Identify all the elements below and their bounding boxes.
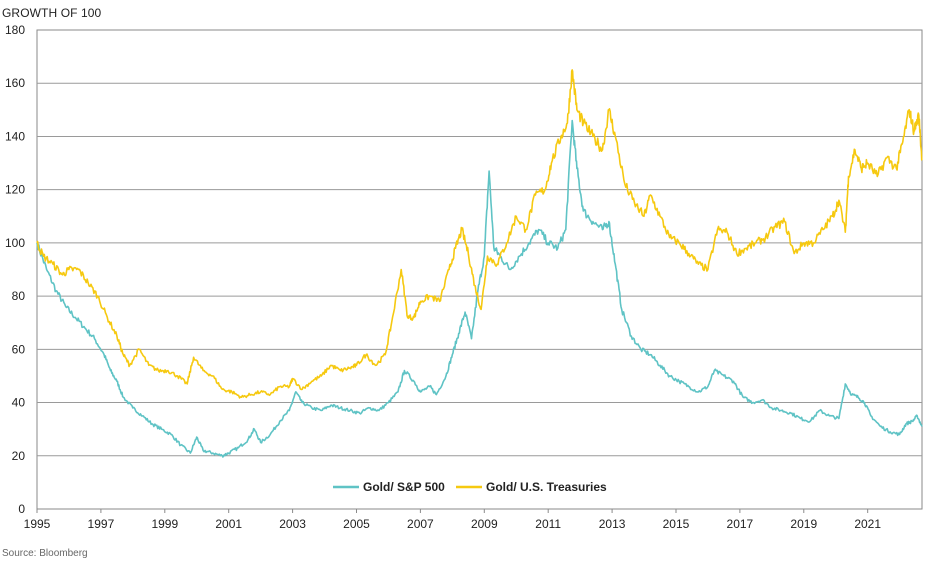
y-tick-label: 160 xyxy=(5,76,25,90)
x-tick-label: 2013 xyxy=(599,517,626,531)
x-tick-label: 1995 xyxy=(24,517,51,531)
legend-label: Gold/ S&P 500 xyxy=(363,480,445,494)
x-tick-label: 2007 xyxy=(407,517,434,531)
x-tick-label: 1997 xyxy=(88,517,115,531)
legend: Gold/ S&P 500 Gold/ U.S. Treasuries xyxy=(333,480,607,494)
x-tick-label: 2003 xyxy=(279,517,306,531)
y-tick-labels: 0 20 40 60 80 100 120 140 160 180 xyxy=(5,23,25,516)
x-tick-label: 2001 xyxy=(215,517,242,531)
y-tick-label: 140 xyxy=(5,129,25,143)
y-tick-label: 180 xyxy=(5,23,25,37)
y-tick-label: 20 xyxy=(12,449,26,463)
y-tick-label: 0 xyxy=(18,502,25,516)
x-tick-label: 2015 xyxy=(663,517,690,531)
x-tick-label: 2011 xyxy=(535,517,561,531)
x-tick-label: 2019 xyxy=(790,517,817,531)
x-tick-label: 2005 xyxy=(343,517,370,531)
y-tick-label: 100 xyxy=(5,236,25,250)
x-tick-label: 2021 xyxy=(854,517,881,531)
x-tick-labels: 1995 1997 1999 2001 2003 2005 2007 2009 2011 2013… xyxy=(24,509,881,531)
legend-label: Gold/ U.S. Treasuries xyxy=(486,480,607,494)
y-axis-title: GROWTH OF 100 xyxy=(2,6,102,20)
x-tick-label: 2009 xyxy=(471,517,498,531)
x-tick-label: 1999 xyxy=(151,517,178,531)
y-tick-label: 40 xyxy=(12,396,26,410)
series-lines xyxy=(36,69,923,458)
y-tick-label: 60 xyxy=(12,342,26,356)
series-line-gold-sp500 xyxy=(36,119,923,458)
y-tick-label: 80 xyxy=(12,289,26,303)
x-tick-label: 2017 xyxy=(727,517,754,531)
gridlines xyxy=(36,29,923,510)
y-tick-label: 120 xyxy=(5,183,25,197)
plot-border xyxy=(36,29,923,510)
series-line-gold-treasuries xyxy=(36,69,923,399)
source-note: Source: Bloomberg xyxy=(2,548,88,559)
